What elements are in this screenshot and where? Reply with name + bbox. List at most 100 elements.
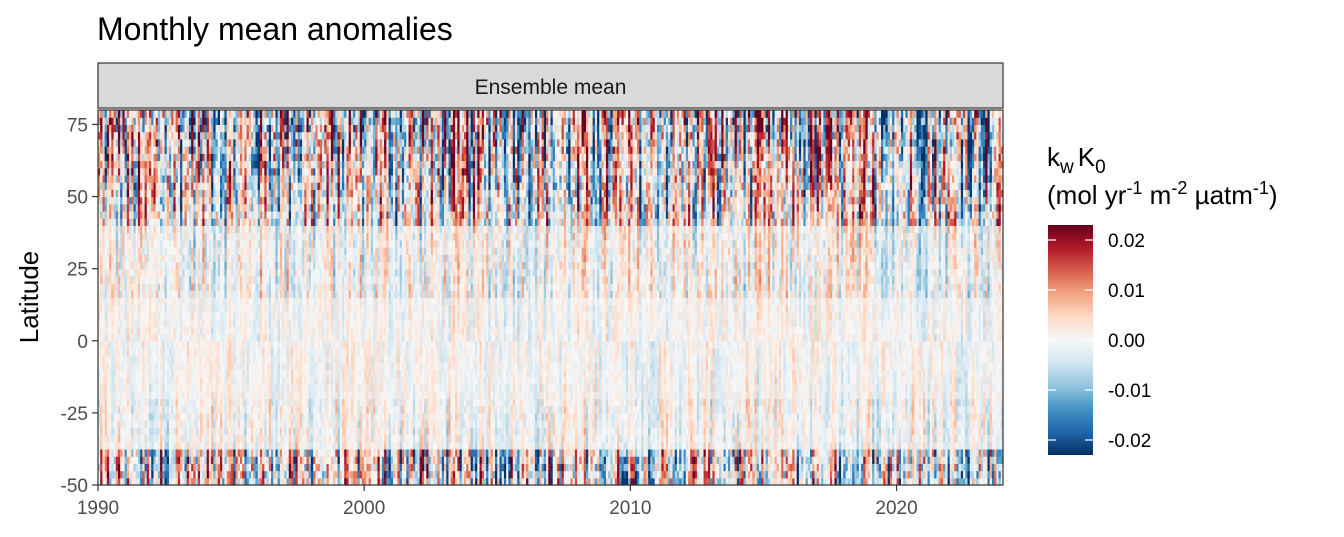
heatmap-cell xyxy=(109,434,112,443)
heatmap-cell xyxy=(98,131,101,140)
heatmap-cell xyxy=(135,174,139,183)
heatmap-cell xyxy=(126,448,130,457)
heatmap-cell xyxy=(98,434,101,443)
heatmap-cell xyxy=(140,391,143,400)
heatmap-cell xyxy=(111,420,115,428)
heatmap-cell xyxy=(122,456,126,464)
heatmap-cell xyxy=(98,254,101,263)
heatmap-cell xyxy=(98,110,101,118)
heatmap-cell xyxy=(109,420,112,428)
heatmap-cell xyxy=(102,225,106,234)
heatmap-cell xyxy=(120,225,123,234)
heatmap-cell xyxy=(113,369,117,378)
heatmap-cell xyxy=(131,247,135,255)
heatmap-cell xyxy=(140,275,143,284)
heatmap-cell xyxy=(129,384,132,392)
heatmap-cell xyxy=(142,225,146,234)
heatmap-cell xyxy=(142,376,146,385)
heatmap-cell xyxy=(149,427,152,436)
heatmap-cell xyxy=(126,210,130,219)
heatmap-cell xyxy=(106,167,110,176)
heatmap-cell xyxy=(120,146,123,154)
heatmap-cell xyxy=(151,110,155,118)
heatmap-cell xyxy=(115,203,119,212)
heatmap-cell xyxy=(142,153,146,162)
heatmap-cell xyxy=(124,463,128,472)
heatmap-cell xyxy=(137,376,141,385)
heatmap-cell xyxy=(122,124,126,133)
heatmap-cell xyxy=(129,376,132,385)
heatmap-cell xyxy=(115,110,119,118)
heatmap-cell xyxy=(144,146,148,154)
heatmap-cell xyxy=(151,210,155,219)
heatmap-cell xyxy=(109,304,112,313)
heatmap-cell xyxy=(144,174,148,183)
heatmap-cell xyxy=(129,239,132,248)
heatmap-cell xyxy=(100,210,104,219)
heatmap-cell xyxy=(133,131,137,140)
heatmap-cell xyxy=(135,189,139,198)
heatmap-cell xyxy=(135,146,139,154)
heatmap-cell xyxy=(146,319,150,327)
heatmap-cell xyxy=(142,412,146,421)
heatmap-cell xyxy=(129,340,132,349)
heatmap-cell xyxy=(146,311,150,320)
heatmap-cell xyxy=(104,326,108,335)
heatmap-cell xyxy=(98,210,101,219)
heatmap-cell xyxy=(115,448,119,457)
heatmap-cell xyxy=(115,283,119,291)
heatmap-cell xyxy=(129,182,132,190)
heatmap-cell xyxy=(137,463,141,472)
heatmap-cell xyxy=(149,182,152,190)
heatmap-cell xyxy=(131,239,135,248)
heatmap-cell xyxy=(126,239,130,248)
heatmap-cell xyxy=(120,268,123,277)
heatmap-cell xyxy=(104,160,108,169)
heatmap-cell xyxy=(142,167,146,176)
heatmap-cell xyxy=(135,138,139,147)
heatmap-cell xyxy=(131,391,135,400)
heatmap-cell xyxy=(102,254,106,263)
heatmap-cell xyxy=(135,311,139,320)
heatmap-cell xyxy=(113,434,117,443)
heatmap-cell xyxy=(131,218,135,226)
heatmap-cell xyxy=(122,268,126,277)
heatmap-cell xyxy=(100,218,104,226)
heatmap-cell xyxy=(146,470,150,479)
heatmap-cell xyxy=(117,268,121,277)
heatmap-cell xyxy=(142,326,146,335)
heatmap-cell xyxy=(109,182,112,190)
heatmap-cell xyxy=(100,477,104,486)
heatmap-cell xyxy=(106,189,110,198)
heatmap-cell xyxy=(151,326,155,335)
heatmap-cell xyxy=(153,477,157,486)
heatmap-cell xyxy=(137,254,141,263)
heatmap-cell xyxy=(106,210,110,219)
heatmap-cell xyxy=(146,275,150,284)
heatmap-cell xyxy=(104,319,108,327)
heatmap-cell xyxy=(102,131,106,140)
heatmap-cell xyxy=(146,477,150,486)
heatmap-cell xyxy=(100,247,104,255)
heatmap-cell xyxy=(140,398,143,407)
heatmap-cell xyxy=(151,347,155,356)
heatmap-cell xyxy=(120,254,123,263)
heatmap-cell xyxy=(102,138,106,147)
heatmap-cell xyxy=(149,167,152,176)
heatmap-cell xyxy=(124,167,128,176)
heatmap-cell xyxy=(117,218,121,226)
heatmap-cell xyxy=(137,138,141,147)
heatmap-cell xyxy=(120,441,123,450)
heatmap-cell xyxy=(104,369,108,378)
heatmap-cell xyxy=(149,326,152,335)
heatmap-cell xyxy=(131,210,135,219)
heatmap-cell xyxy=(98,326,101,335)
heatmap-cell xyxy=(133,448,137,457)
heatmap-cell xyxy=(106,398,110,407)
heatmap-cell xyxy=(98,347,101,356)
heatmap-cell xyxy=(104,117,108,126)
heatmap-cell xyxy=(151,477,155,486)
heatmap-cell xyxy=(126,369,130,378)
heatmap-cell xyxy=(106,470,110,479)
heatmap-cell xyxy=(137,319,141,327)
